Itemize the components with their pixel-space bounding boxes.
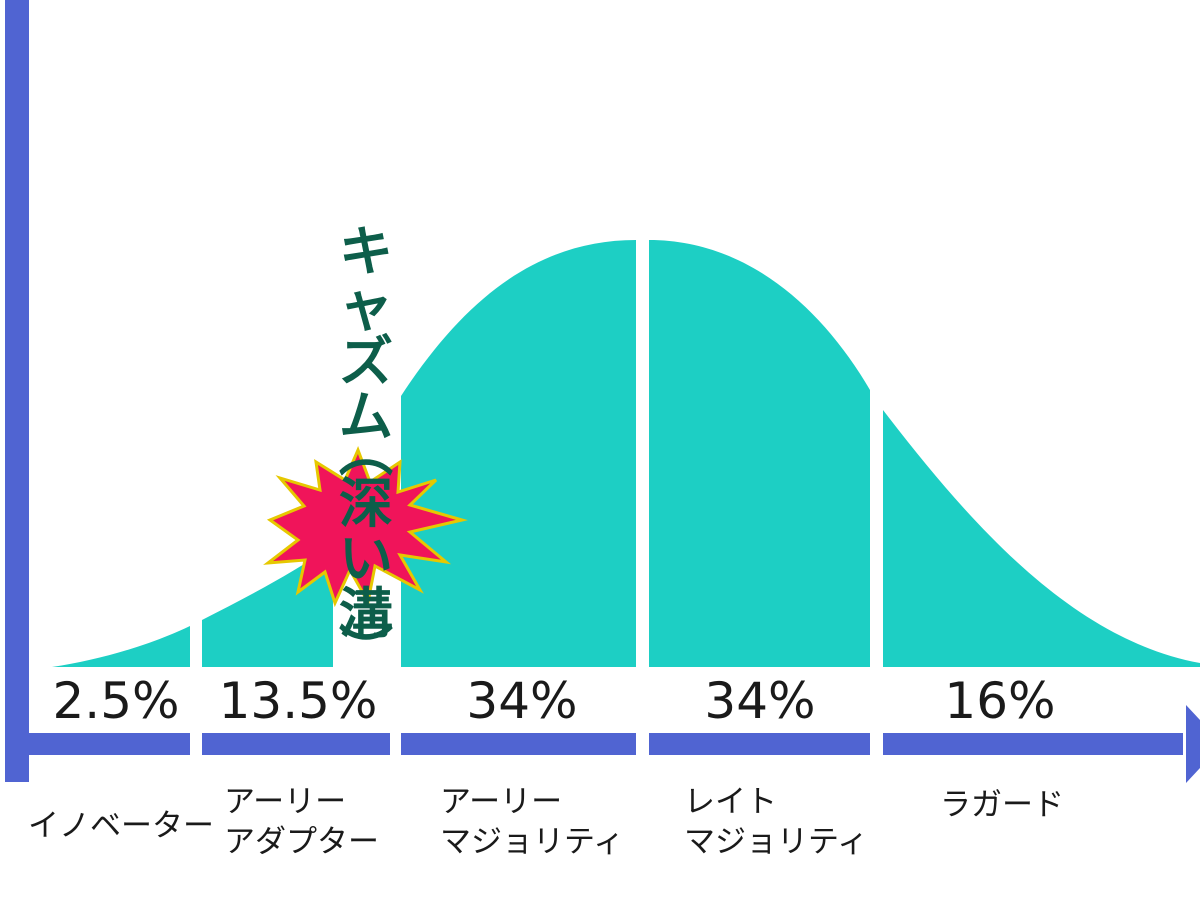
- curve-segments: [52, 240, 1200, 667]
- curve-segment-late-majority: [649, 240, 870, 667]
- chasm-paren-open: ︵: [339, 420, 393, 483]
- label-early-adopters: アーリー アダプター: [224, 784, 379, 860]
- percent-late-majority: 34%: [704, 672, 815, 730]
- label-late-majority-line2: マジョリティ: [684, 824, 868, 860]
- label-late-majority: レイト マジョリティ: [684, 784, 868, 860]
- y-axis: [5, 0, 29, 782]
- label-early-adopters-line1: アーリー: [224, 784, 346, 820]
- chasm-char-2: ャ: [339, 275, 393, 338]
- label-late-majority-line1: レイト: [684, 784, 777, 820]
- label-innovators: イノベーター: [28, 808, 214, 844]
- chasm-sub-char-1: 深: [339, 472, 393, 535]
- curve-segment-early-majority: [401, 240, 636, 667]
- x-axis-segment-innovators: [5, 733, 190, 755]
- chasm-label: キ ャ ズ ム ︵ 深 い 溝 ︶: [339, 220, 393, 683]
- x-axis-segment-early-majority: [401, 733, 636, 755]
- chasm-char-3: ズ: [339, 330, 393, 393]
- x-axis-segment-late-majority: [649, 733, 870, 755]
- label-early-majority: アーリー マジョリティ: [440, 784, 624, 860]
- label-laggards: ラガード: [940, 787, 1064, 823]
- x-axis-segment-laggards: [883, 733, 1183, 755]
- x-axis: [5, 705, 1200, 783]
- chasm-sub-char-2: い: [339, 527, 393, 590]
- x-axis-segment-early-adopters: [202, 733, 390, 755]
- label-early-majority-line1: アーリー: [440, 784, 562, 820]
- chasm-char-1: キ: [339, 220, 393, 283]
- percent-early-majority: 34%: [466, 672, 577, 730]
- percent-laggards: 16%: [944, 672, 1055, 730]
- percent-labels: 2.5% 13.5% 34% 34% 16%: [52, 672, 1055, 730]
- percent-early-adopters: 13.5%: [219, 672, 378, 730]
- label-early-majority-line2: マジョリティ: [440, 824, 624, 860]
- chasm-char-4: ム: [339, 385, 393, 448]
- explosion-burst-icon: [263, 445, 468, 608]
- curve-segment-laggards: [883, 410, 1200, 667]
- chasm-paren-close: ︶: [339, 620, 393, 683]
- curve-segment-innovators: [52, 626, 190, 667]
- label-early-adopters-line2: アダプター: [224, 824, 379, 860]
- percent-innovators: 2.5%: [52, 672, 179, 730]
- segment-labels: イノベーター アーリー アダプター アーリー マジョリティ レイト マジョリティ…: [28, 784, 1064, 860]
- x-axis-arrowhead-icon: [1186, 705, 1200, 783]
- chasm-sub-char-3: 溝: [339, 582, 393, 645]
